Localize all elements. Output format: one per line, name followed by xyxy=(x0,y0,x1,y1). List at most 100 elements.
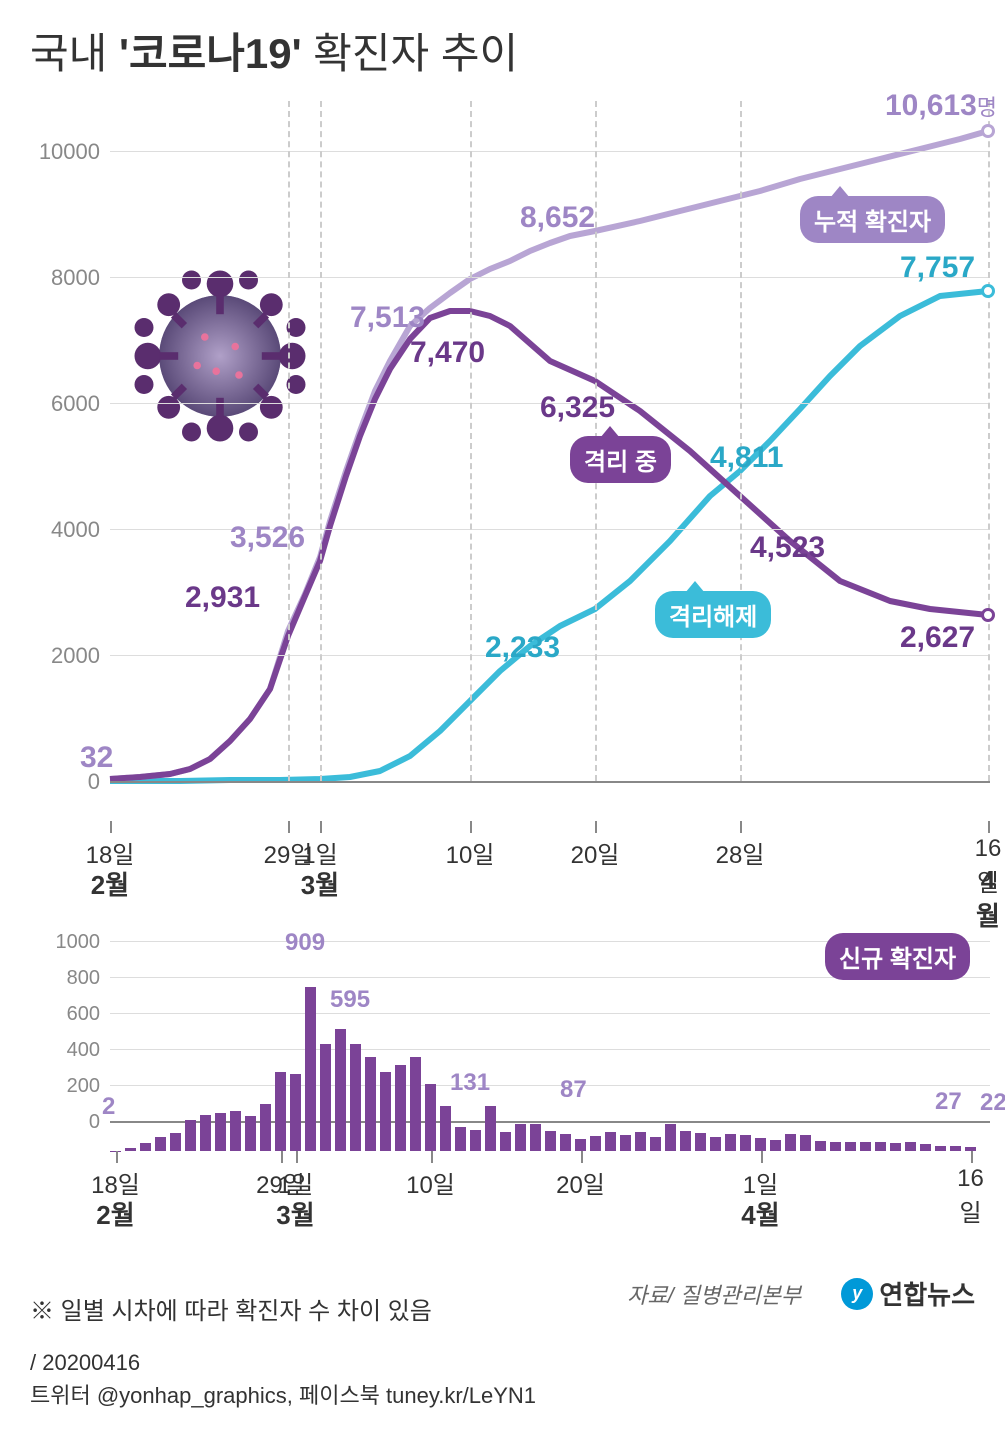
bar xyxy=(155,1137,166,1151)
bar xyxy=(575,1139,586,1151)
bar xyxy=(230,1111,241,1151)
bar xyxy=(275,1072,286,1151)
bar-y-label: 200 xyxy=(30,1075,100,1098)
bar xyxy=(695,1133,706,1151)
series-label: 격리해제 xyxy=(655,591,771,638)
bar-label: 22 xyxy=(980,1089,1005,1117)
y-tick-label: 10000 xyxy=(30,139,100,165)
bar-y-label: 0 xyxy=(30,1111,100,1134)
data-label: 7,470 xyxy=(410,336,485,370)
x-tick-month: 4월 xyxy=(976,865,1000,933)
bar xyxy=(725,1134,736,1151)
vline xyxy=(470,101,472,781)
footer-row: ※ 일별 시차에 따라 확진자 수 차이 있음 자료/ 질병관리본부 y 연합뉴… xyxy=(30,1261,975,1326)
title-prefix: 국내 xyxy=(30,30,119,77)
logo-text: 연합뉴스 xyxy=(879,1275,975,1312)
x-tick: 10일 xyxy=(446,835,495,870)
meta-block: / 20200416 트위터 @yonhap_graphics, 페이스북 tu… xyxy=(30,1346,975,1412)
bar-label: 87 xyxy=(560,1076,587,1104)
bar xyxy=(905,1142,916,1151)
bar-label: 595 xyxy=(330,986,370,1014)
bar xyxy=(215,1113,226,1151)
title-suffix: 확진자 추이 xyxy=(302,30,519,77)
gridline xyxy=(110,151,990,152)
bar xyxy=(440,1106,451,1151)
bar xyxy=(605,1132,616,1151)
bar xyxy=(365,1057,376,1151)
bar xyxy=(185,1120,196,1151)
bar xyxy=(830,1142,841,1151)
data-label: 7,513 xyxy=(350,301,425,335)
bar xyxy=(590,1136,601,1151)
x-tick-month: 3월 xyxy=(301,865,339,902)
bar xyxy=(815,1141,826,1151)
bar xyxy=(245,1116,256,1151)
bar xyxy=(530,1124,541,1151)
bar xyxy=(785,1134,796,1151)
bar xyxy=(560,1134,571,1151)
bar-y-label: 600 xyxy=(30,1003,100,1026)
bar xyxy=(545,1131,556,1151)
bar xyxy=(800,1135,811,1151)
end-marker xyxy=(981,608,995,622)
meta-social: 트위터 @yonhap_graphics, 페이스북 tuney.kr/LeYN… xyxy=(30,1379,975,1412)
bar-chart: 020040060080010002909595131872722신규 확진자 xyxy=(30,941,975,1151)
vline xyxy=(320,101,322,781)
gridline xyxy=(110,277,990,278)
bar xyxy=(860,1142,871,1151)
data-label: 8,652 xyxy=(520,201,595,235)
bar xyxy=(170,1133,181,1151)
y-tick-label: 6000 xyxy=(30,391,100,417)
bar xyxy=(260,1104,271,1151)
x-tick: 16일 xyxy=(957,1165,984,1228)
chart-title: 국내 '코로나19' 확진자 추이 xyxy=(30,20,975,81)
bar-x-axis: 18일2월29일1일3월10일20일1일4월16일 xyxy=(30,1151,975,1241)
data-label: 2,931 xyxy=(185,581,260,615)
x-tick-month: 4월 xyxy=(741,1195,779,1232)
bar xyxy=(650,1137,661,1151)
bar-label: 909 xyxy=(285,929,325,957)
data-label: 10,613명 xyxy=(885,89,997,123)
x-tick: 10일 xyxy=(406,1165,455,1200)
bar xyxy=(485,1106,496,1151)
line-chart: 0200040006000800010000323,5267,5138,6521… xyxy=(30,101,975,821)
bar xyxy=(305,987,316,1151)
data-label: 32 xyxy=(80,741,113,775)
line-x-axis: 18일2월29일1일3월10일20일28일16일4월 xyxy=(30,821,975,911)
end-marker xyxy=(981,284,995,298)
publisher-logo: y 연합뉴스 xyxy=(841,1275,975,1312)
bar xyxy=(380,1072,391,1151)
data-label: 6,325 xyxy=(540,391,615,425)
bar xyxy=(200,1115,211,1151)
data-label: 7,757 xyxy=(900,251,975,285)
y-tick-label: 8000 xyxy=(30,265,100,291)
bar xyxy=(845,1142,856,1151)
x-tick-month: 2월 xyxy=(96,1195,134,1232)
bar xyxy=(515,1124,526,1151)
bar-y-label: 1000 xyxy=(30,931,100,954)
bar-label: 27 xyxy=(935,1088,962,1116)
x-tick-month: 3월 xyxy=(276,1195,314,1232)
data-label: 3,526 xyxy=(230,521,305,555)
bar xyxy=(350,1044,361,1151)
logo-icon: y xyxy=(841,1278,873,1310)
series-label: 신규 확진자 xyxy=(825,933,970,980)
vline xyxy=(988,101,990,781)
footnote: ※ 일별 시차에 따라 확진자 수 차이 있음 xyxy=(30,1291,432,1326)
bar xyxy=(710,1137,721,1151)
bar xyxy=(425,1084,436,1151)
bar xyxy=(665,1124,676,1151)
bar xyxy=(320,1044,331,1151)
bar xyxy=(920,1144,931,1151)
data-label: 4,523 xyxy=(750,531,825,565)
x-tick: 20일 xyxy=(571,835,620,870)
bar-y-label: 800 xyxy=(30,967,100,990)
bar xyxy=(635,1132,646,1151)
bar xyxy=(290,1074,301,1151)
bar xyxy=(890,1143,901,1151)
series-label: 격리 중 xyxy=(570,436,671,483)
bar xyxy=(875,1142,886,1151)
data-label: 2,233 xyxy=(485,631,560,665)
bar xyxy=(740,1135,751,1151)
bar xyxy=(455,1127,466,1151)
